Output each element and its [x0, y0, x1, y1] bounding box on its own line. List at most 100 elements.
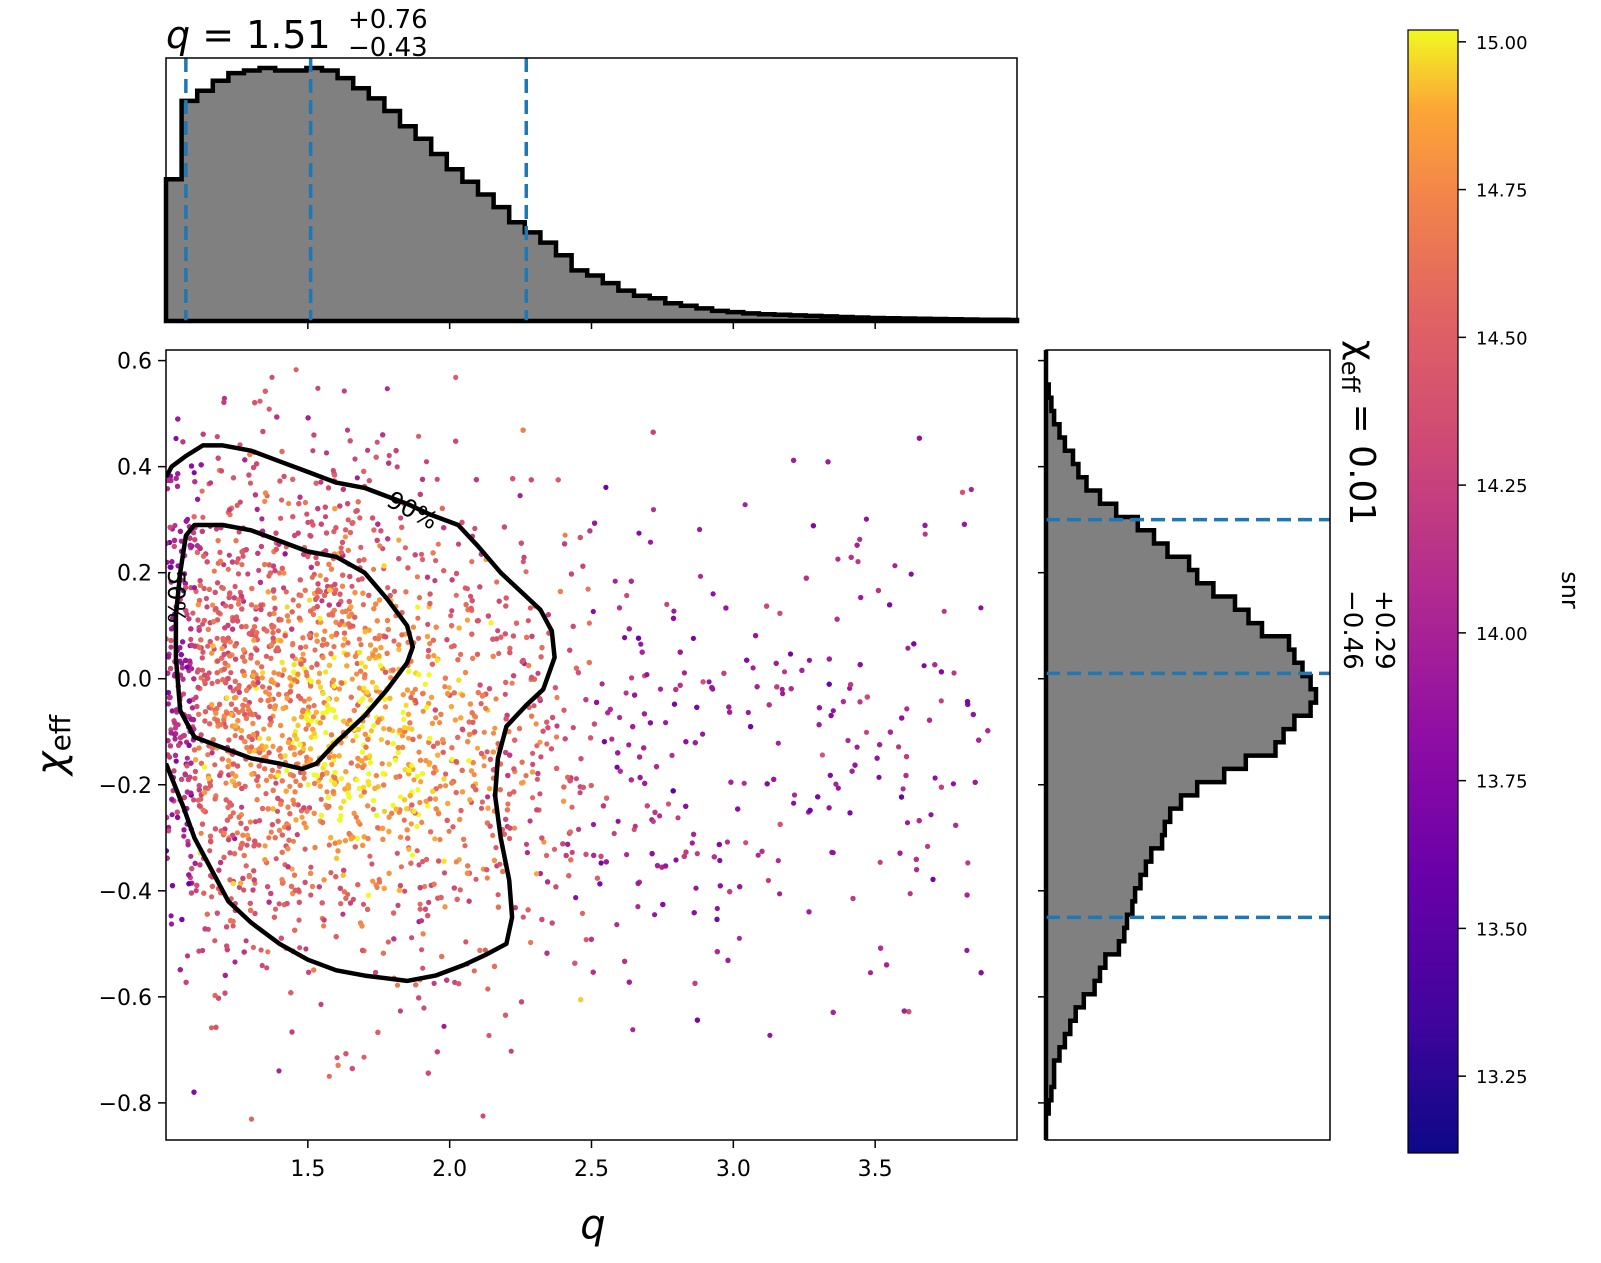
scatter-point	[319, 900, 325, 906]
scatter-point	[560, 841, 566, 847]
scatter-point	[819, 752, 826, 758]
scatter-point	[590, 821, 597, 828]
scatter-point	[246, 874, 252, 880]
scatter-point	[386, 460, 392, 466]
scatter-point	[210, 602, 216, 608]
scatter-point	[673, 857, 679, 863]
scatter-point	[908, 571, 914, 577]
scatter-point	[321, 636, 327, 643]
scatter-point	[543, 852, 550, 859]
scatter-point	[326, 561, 332, 568]
scatter-point	[274, 414, 280, 420]
main-scatter-panel: 1.5 2.0 2.5 3.0 3.5 −0.8−0.6−0.4−0.20.00.20.…	[28, 349, 1018, 1248]
scatter-point	[385, 536, 391, 542]
scatter-point	[448, 613, 454, 619]
scatter-point	[295, 802, 301, 808]
scatter-point	[328, 835, 334, 841]
scatter-point	[169, 796, 175, 802]
scatter-point	[290, 653, 296, 659]
scatter-point	[241, 672, 247, 679]
scatter-point	[313, 709, 319, 715]
scatter-point	[604, 795, 610, 801]
scatter-point	[632, 692, 638, 698]
scatter-point	[764, 781, 770, 787]
scatter-point	[490, 730, 497, 736]
scatter-point	[887, 729, 894, 735]
scatter-point	[357, 515, 363, 521]
scatter-point	[507, 825, 513, 831]
scatter-point	[309, 883, 316, 890]
scatter-point	[331, 590, 337, 596]
scatter-point	[775, 858, 781, 864]
scatter-point	[323, 450, 330, 456]
scatter-point	[173, 435, 179, 442]
scatter-point	[519, 759, 525, 765]
scatter-point	[742, 502, 748, 508]
scatter-point	[375, 636, 381, 642]
scatter-point	[284, 767, 290, 774]
scatter-point	[243, 863, 249, 869]
scatter-point	[343, 1051, 349, 1057]
scatter-point	[365, 736, 371, 743]
scatter-point	[198, 830, 204, 836]
scatter-point	[470, 719, 476, 725]
scatter-point	[741, 780, 747, 786]
scatter-point	[540, 728, 546, 734]
scatter-point	[361, 1054, 367, 1060]
scatter-point	[240, 553, 246, 559]
scatter-point	[221, 399, 227, 405]
scatter-point	[588, 735, 594, 741]
scatter-point	[215, 678, 221, 685]
scatter-point	[308, 683, 314, 689]
scatter-point	[369, 679, 376, 685]
scatter-point	[573, 895, 579, 901]
scatter-point	[534, 807, 540, 813]
scatter-point	[394, 982, 401, 988]
scatter-point	[478, 750, 485, 757]
scatter-point	[181, 827, 187, 833]
scatter-point	[448, 704, 454, 710]
scatter-point	[404, 827, 410, 833]
scatter-point	[441, 776, 447, 782]
scatter-point	[211, 568, 217, 574]
scatter-point	[395, 749, 401, 756]
scatter-point	[402, 545, 408, 551]
scatter-point	[835, 785, 841, 791]
scatter-point	[617, 768, 623, 774]
scatter-point	[221, 562, 227, 568]
scatter-point	[168, 637, 174, 644]
scatter-point	[228, 670, 234, 676]
scatter-point	[361, 468, 367, 474]
scatter-point	[537, 791, 543, 797]
scatter-point	[230, 810, 236, 816]
scatter-point	[401, 716, 407, 722]
scatter-point	[270, 563, 276, 569]
scatter-point	[426, 647, 432, 654]
scatter-point	[242, 711, 248, 718]
scatter-point	[430, 788, 436, 795]
scatter-point	[323, 709, 330, 715]
scatter-point	[317, 573, 323, 579]
scatter-point	[287, 675, 293, 681]
scatter-point	[393, 448, 399, 454]
scatter-point	[409, 802, 415, 808]
scatter-point	[166, 752, 171, 758]
scatter-point	[322, 504, 328, 510]
scatter-point	[340, 911, 346, 917]
scatter-point	[575, 670, 582, 676]
scatter-point	[202, 718, 208, 724]
scatter-point	[417, 799, 423, 806]
scatter-point	[652, 912, 658, 918]
scatter-point	[271, 595, 277, 601]
scatter-point	[441, 870, 448, 876]
scatter-point	[429, 720, 436, 726]
scatter-point	[285, 739, 291, 746]
scatter-point	[486, 686, 493, 692]
scatter-point	[199, 655, 205, 661]
scatter-point	[487, 823, 493, 829]
scatter-point	[400, 692, 406, 698]
scatter-point	[423, 856, 430, 863]
scatter-point	[209, 894, 215, 900]
scatter-point	[278, 515, 284, 521]
scatter-point	[425, 653, 431, 660]
